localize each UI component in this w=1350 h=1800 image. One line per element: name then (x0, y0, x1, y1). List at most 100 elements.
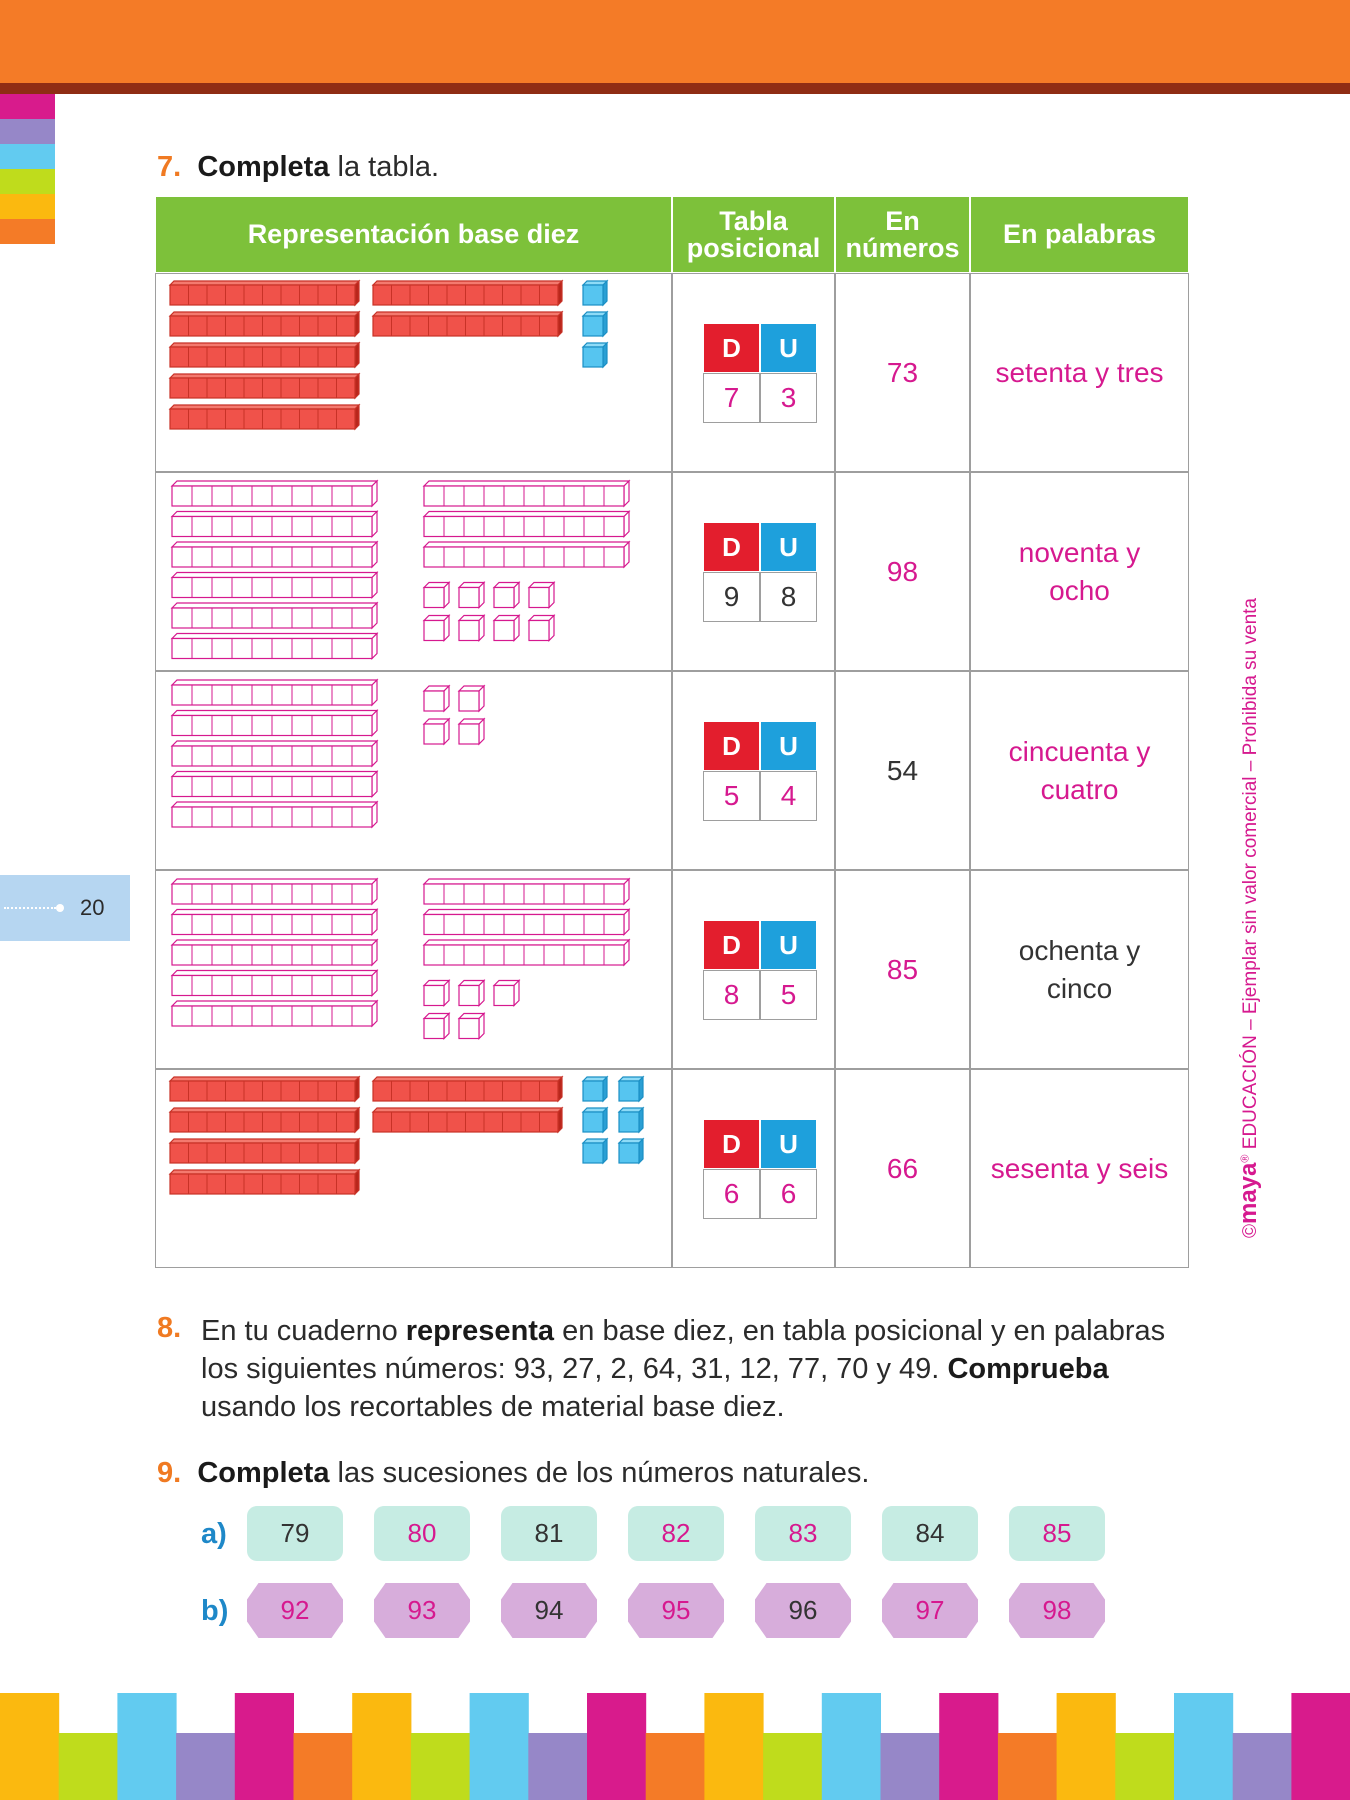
table-cell (155, 1069, 672, 1268)
rod-top (371, 280, 564, 286)
rod-side (371, 877, 378, 906)
text: en base diez, en tabla posicional y en p… (201, 1315, 1166, 1385)
table-cell (155, 273, 672, 472)
exercise-8-text: En tu cuaderno representa en base diez, … (201, 1312, 1186, 1426)
unit-cube (458, 723, 480, 745)
cube-side (513, 979, 520, 1007)
sequence-cell: 94 (501, 1583, 597, 1638)
rod-side (371, 709, 378, 737)
unit-cube (423, 723, 445, 745)
rod-side (371, 632, 378, 660)
table-cell (835, 671, 970, 870)
bold-text: Comprueba (947, 1353, 1109, 1385)
table-cell (970, 870, 1189, 1069)
place-value: 5 (703, 771, 760, 821)
unit-cube (528, 586, 550, 609)
text: las sucesiones de los números naturales. (329, 1457, 870, 1489)
place-header: D (703, 323, 760, 373)
rod-side (354, 1106, 360, 1134)
place-value: 9 (703, 572, 760, 622)
number: 73 (886, 356, 919, 388)
stripe (1056, 1693, 1116, 1800)
sequence-cell: 85 (1009, 1506, 1105, 1561)
page-number: 20 (80, 895, 105, 920)
stripe (1232, 1733, 1292, 1800)
table-cell (672, 671, 835, 870)
rod-top (170, 969, 379, 977)
place-value: 5 (760, 970, 817, 1020)
rod-side (371, 678, 378, 707)
bold-text: representa (405, 1315, 555, 1347)
stripe (997, 1733, 1058, 1800)
sequence-cell: 92 (247, 1583, 343, 1638)
stripe (0, 1693, 60, 1800)
place-header: U (760, 323, 817, 373)
unit-cube (493, 619, 515, 642)
stripe (352, 1693, 412, 1800)
cube-side (478, 614, 485, 642)
sequence-cell: 80 (374, 1506, 470, 1561)
rod-top (170, 770, 379, 778)
rod-side (623, 540, 630, 569)
table-cell (970, 1069, 1189, 1268)
rod-side (354, 403, 360, 431)
stripe (645, 1733, 705, 1800)
stripe (234, 1693, 294, 1800)
table-header: En palabras (970, 196, 1189, 273)
rod-top (170, 480, 379, 487)
bold-text: Completa (197, 151, 330, 183)
unit-cube (458, 1017, 480, 1040)
stripe (821, 1693, 881, 1800)
table-cell (672, 1069, 835, 1268)
sequence-cell: 82 (628, 1506, 724, 1561)
stripe (763, 1733, 823, 1800)
rod-top (170, 709, 379, 717)
rod-side (371, 908, 378, 936)
rod-top (168, 342, 361, 348)
words: noventa y ocho (1018, 536, 1141, 606)
place-value: 6 (703, 1169, 760, 1219)
rod-top (170, 679, 379, 686)
cube-side (478, 1012, 485, 1040)
table-cell (155, 870, 672, 1069)
rod-top (422, 480, 631, 487)
table-cell (835, 1069, 970, 1268)
stripe (58, 1733, 118, 1800)
place-value: 3 (760, 373, 817, 423)
stripe (293, 1733, 353, 1800)
rod-side (623, 938, 630, 967)
cube-side (478, 581, 485, 609)
place-value: 7 (703, 373, 760, 423)
table-cell (835, 472, 970, 671)
rod-side (354, 341, 360, 369)
rod-top (170, 510, 379, 518)
rod-top (422, 878, 631, 885)
place-header: U (760, 522, 817, 572)
unit-cube (618, 1080, 640, 1102)
rod-top (168, 373, 361, 379)
sequence-cell: 83 (755, 1506, 851, 1561)
rod-side (371, 969, 378, 997)
rod-side (371, 999, 378, 1028)
place-value: 8 (703, 970, 760, 1020)
unit-cube (582, 346, 604, 368)
words: sesenta y seis (990, 1152, 1169, 1184)
sequence-label: a) (201, 1518, 227, 1550)
sequence-cell: 81 (501, 1506, 597, 1561)
rod-side (371, 770, 378, 798)
rod-top (371, 311, 564, 317)
page-tab: 20 (0, 875, 130, 941)
number: 98 (886, 555, 919, 587)
unit-cube (458, 619, 480, 642)
rod-side (623, 877, 630, 906)
exercise-9-title: 9. Completa las sucesiones de los número… (157, 1457, 869, 1490)
number: 85 (886, 953, 919, 985)
stripe (1115, 1733, 1175, 1800)
stripe (587, 1693, 647, 1800)
table-header: En números (835, 196, 970, 273)
stripe (939, 1693, 999, 1800)
rod-top (422, 908, 631, 916)
cube-side (513, 614, 520, 642)
